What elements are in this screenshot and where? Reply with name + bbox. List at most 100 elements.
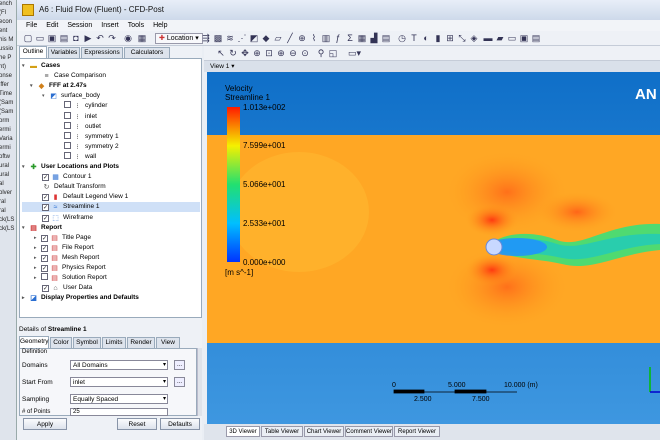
visibility-checkbox[interactable]: ✓ bbox=[42, 174, 49, 182]
viewer-tab-3d-viewer[interactable]: 3D Viewer bbox=[226, 426, 260, 437]
tree-item[interactable]: ✓ ▮ Default Legend View 1 bbox=[22, 192, 200, 202]
point-icon[interactable]: ⊕ bbox=[298, 33, 306, 43]
new-icon[interactable]: ▢ bbox=[23, 33, 33, 43]
streamline-tool-icon[interactable]: ≋ bbox=[226, 33, 234, 43]
comment-icon[interactable]: ▤ bbox=[381, 33, 391, 43]
location-button[interactable]: ✚ Location ▾ bbox=[155, 33, 203, 44]
menu-session[interactable]: Session bbox=[67, 22, 93, 29]
expand-toggle-icon[interactable]: ▾ bbox=[30, 83, 33, 90]
table-icon[interactable]: ▦ bbox=[357, 33, 367, 43]
tree-item[interactable]: ⁝ inlet bbox=[22, 111, 200, 122]
zoom-out-icon[interactable]: ⊖ bbox=[289, 48, 297, 58]
vector-icon[interactable]: ⇶ bbox=[202, 33, 210, 43]
viewer-tab-report-viewer[interactable]: Report Viewer bbox=[394, 426, 440, 437]
tree-item[interactable]: ▾ ✚ User Locations and Plots bbox=[22, 162, 200, 172]
visibility-checkbox[interactable]: ✓ bbox=[42, 214, 49, 222]
expand-toggle-icon[interactable]: ▾ bbox=[42, 93, 45, 100]
expand-toggle-icon[interactable]: ▸ bbox=[34, 244, 37, 251]
tree-item[interactable]: ↻ Default Transform bbox=[22, 182, 200, 192]
print-icon[interactable]: ▤ bbox=[59, 33, 69, 43]
menu-edit[interactable]: Edit bbox=[46, 22, 59, 29]
visibility-checkbox[interactable] bbox=[41, 273, 48, 281]
tree-item[interactable]: ▸ ✓ ▤ Title Page bbox=[22, 233, 200, 243]
reset-button[interactable]: Reset bbox=[117, 418, 157, 430]
camera-icon[interactable]: ▬ bbox=[483, 33, 493, 43]
points-input[interactable]: 25 bbox=[70, 408, 168, 416]
open-icon[interactable]: ▭ bbox=[35, 33, 45, 43]
pan-icon[interactable]: ✥ bbox=[241, 48, 249, 58]
expand-toggle-icon[interactable]: ▸ bbox=[34, 254, 37, 261]
expression-icon[interactable]: Σ bbox=[347, 33, 353, 43]
select-icon[interactable]: ↖ bbox=[217, 48, 225, 58]
tree-item[interactable]: ⁝ outlet bbox=[22, 121, 200, 132]
viewport-layout-icon[interactable]: ▭▾ bbox=[348, 48, 362, 58]
screenshot-icon[interactable]: ◘ bbox=[73, 33, 79, 43]
zoom-box-icon[interactable]: ⊡ bbox=[265, 48, 273, 58]
sync-icon[interactable]: ▤ bbox=[531, 33, 541, 43]
tree-item[interactable]: ▾ ◩ surface_body bbox=[22, 91, 200, 101]
visibility-checkbox[interactable] bbox=[64, 121, 71, 129]
details-tab-limits[interactable]: Limits bbox=[102, 337, 126, 348]
tab-calculators[interactable]: Calculators bbox=[124, 47, 170, 58]
tree-item[interactable]: ▸ ✓ ▤ Physics Report bbox=[22, 263, 200, 273]
coordinate-frame-icon[interactable]: ⤡ bbox=[458, 33, 466, 43]
tree-item[interactable]: ▸ ✓ ▤ File Report bbox=[22, 243, 200, 253]
visibility-checkbox[interactable] bbox=[64, 101, 71, 109]
domains-select[interactable]: All Domains ▾ bbox=[70, 360, 168, 370]
viewer-tab-chart-viewer[interactable]: Chart Viewer bbox=[304, 426, 344, 437]
visibility-checkbox[interactable] bbox=[64, 111, 71, 119]
visibility-checkbox[interactable]: ✓ bbox=[42, 285, 49, 293]
tree-item[interactable]: ▾ ▤ Report bbox=[22, 223, 200, 233]
particle-track-icon[interactable]: ⋰ bbox=[237, 33, 247, 43]
expand-toggle-icon[interactable]: ▸ bbox=[34, 265, 37, 271]
tree-item[interactable]: ✓ ⬚ Wireframe bbox=[22, 213, 200, 223]
expand-toggle-icon[interactable]: ▾ bbox=[22, 164, 25, 170]
probe-icon[interactable]: ⚲ bbox=[317, 48, 325, 58]
menu-file[interactable]: File bbox=[26, 22, 38, 29]
volume-render-icon[interactable]: ◩ bbox=[249, 33, 259, 43]
details-tab-color[interactable]: Color bbox=[50, 337, 72, 348]
details-tab-render[interactable]: Render bbox=[127, 337, 155, 348]
orient-icon[interactable]: ◱ bbox=[328, 48, 338, 58]
material-icon[interactable]: ◈ bbox=[470, 33, 478, 43]
details-tab-view[interactable]: View bbox=[156, 337, 180, 348]
legend-tool-icon[interactable]: ▮ bbox=[435, 33, 441, 43]
visibility-checkbox[interactable] bbox=[64, 141, 71, 149]
tree-item[interactable]: ▾ ▬ Cases bbox=[22, 61, 200, 71]
tree-item[interactable]: ✓ ⌂ User Data bbox=[22, 283, 200, 293]
isosurface-icon[interactable]: ◆ bbox=[262, 33, 270, 43]
tree-item[interactable]: ✓ ≈ Streamline 1 bbox=[22, 202, 200, 213]
view-selector[interactable]: View 1 ▾ bbox=[204, 61, 660, 72]
tree-item[interactable]: ▸ ▤ Solution Report bbox=[22, 273, 200, 283]
rotate-icon[interactable]: ↻ bbox=[229, 48, 237, 58]
tree-item[interactable]: ▸ ✓ ▤ Mesh Report bbox=[22, 253, 200, 263]
chart-icon[interactable]: ▟ bbox=[370, 33, 378, 43]
record-icon[interactable]: ◉ bbox=[124, 33, 132, 43]
visibility-checkbox[interactable] bbox=[64, 131, 71, 139]
menu-help[interactable]: Help bbox=[153, 22, 168, 29]
menu-tools[interactable]: Tools bbox=[127, 22, 145, 29]
visibility-checkbox[interactable]: ✓ bbox=[42, 194, 49, 202]
tree-item[interactable]: ⁝ symmetry 2 bbox=[22, 141, 200, 152]
visibility-checkbox[interactable]: ✓ bbox=[41, 265, 48, 272]
undo-icon[interactable]: ↶ bbox=[96, 33, 104, 43]
details-tab-symbol[interactable]: Symbol bbox=[73, 337, 101, 348]
surface-group-icon[interactable]: ▥ bbox=[321, 33, 331, 43]
color-icon[interactable]: ◐ bbox=[423, 33, 429, 43]
tab-expressions[interactable]: Expressions bbox=[81, 47, 123, 58]
menu-insert[interactable]: Insert bbox=[101, 22, 119, 29]
clock-icon[interactable]: ◷ bbox=[398, 33, 406, 43]
save-icon[interactable]: ▣ bbox=[47, 33, 57, 43]
tree-item[interactable]: ⁝ symmetry 1 bbox=[22, 131, 200, 142]
start-from-more-button[interactable]: ... bbox=[174, 377, 185, 387]
text-icon[interactable]: T bbox=[411, 33, 417, 43]
contour-tool-icon[interactable]: ▩ bbox=[213, 33, 223, 43]
macro-icon[interactable]: ▦ bbox=[137, 33, 147, 43]
3d-viewport[interactable]: Velocity Streamline 1 1.013e+002 7.599e+… bbox=[207, 72, 660, 424]
line-icon[interactable]: ╱ bbox=[287, 33, 293, 43]
details-tab-geometry[interactable]: Geometry bbox=[19, 336, 49, 348]
domains-more-button[interactable]: ... bbox=[174, 360, 185, 370]
tree-item[interactable]: ⁝ cylinder bbox=[22, 101, 200, 111]
tab-variables[interactable]: Variables bbox=[48, 47, 80, 58]
expand-toggle-icon[interactable]: ▾ bbox=[22, 63, 25, 69]
